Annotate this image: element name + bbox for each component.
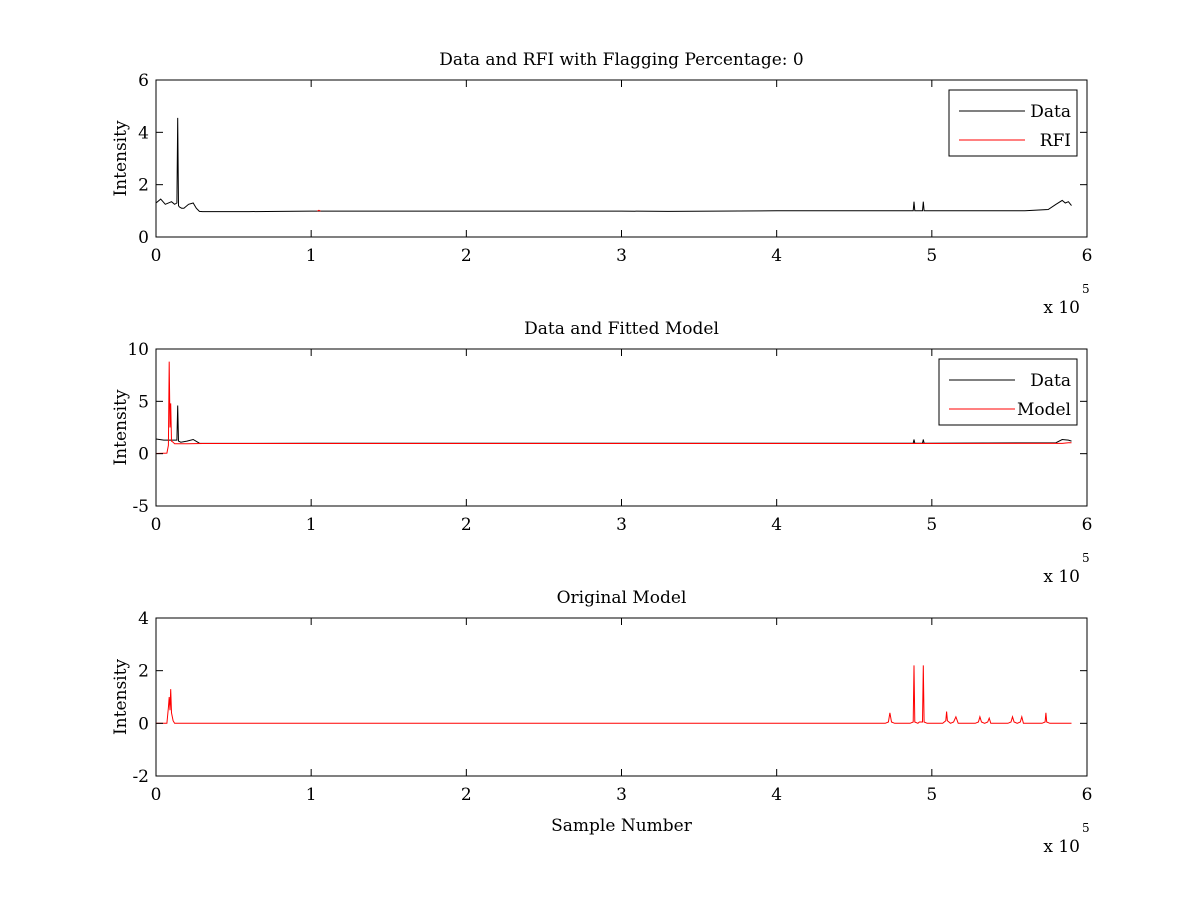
legend-label-2: RFI (1040, 131, 1071, 151)
x-tick-label: 1 (306, 515, 317, 535)
chart-title: Data and RFI with Flagging Percentage: 0 (439, 50, 803, 70)
plot-area (155, 79, 1088, 238)
x-multiplier-exponent: 5 (1082, 821, 1090, 835)
x-multiplier-label: x 10 (1043, 837, 1080, 857)
y-axis-label: Intensity (111, 120, 131, 196)
x-tick-label: 6 (1082, 515, 1093, 535)
legend-box (948, 89, 1078, 157)
x-multiplier-label: x 10 (1043, 298, 1080, 318)
y-tick-label: 4 (138, 123, 149, 143)
y-tick-label: 2 (138, 176, 149, 196)
x-tick-label: 6 (1082, 785, 1093, 805)
chart-title: Data and Fitted Model (524, 319, 719, 339)
series-line-2 (156, 361, 1072, 454)
y-tick-label: 10 (127, 340, 149, 360)
y-tick-label: 4 (138, 609, 149, 629)
x-tick-label: 2 (461, 246, 472, 266)
y-tick-label: -5 (132, 497, 149, 517)
series-line-1 (156, 117, 1072, 213)
x-tick-label: 1 (306, 246, 317, 266)
legend-label-1: Data (1030, 371, 1071, 391)
y-tick-label: 6 (138, 71, 149, 91)
legend: Data RFI (948, 89, 1078, 157)
y-tick-label: 0 (138, 714, 149, 734)
y-tick-label: 5 (138, 392, 149, 412)
x-multiplier-exponent: 5 (1082, 282, 1090, 296)
x-axis-label: Sample Number (551, 816, 693, 836)
x-tick-label: 5 (926, 785, 937, 805)
y-tick-label: 0 (138, 228, 149, 248)
y-tick-label: -2 (132, 767, 149, 787)
legend-label-2: Model (1017, 400, 1071, 420)
x-multiplier-exponent: 5 (1082, 551, 1090, 565)
x-tick-label: 3 (616, 515, 627, 535)
legend-box (938, 358, 1078, 426)
plot-area (155, 617, 1088, 777)
x-tick-label: 3 (616, 246, 627, 266)
x-tick-label: 6 (1082, 246, 1093, 266)
x-tick-label: 0 (151, 515, 162, 535)
plot-area (155, 348, 1088, 507)
y-tick-label: 0 (138, 445, 149, 465)
x-tick-label: 4 (771, 785, 782, 805)
chart-1: 0 1 2 3 4 5 6 0 2 4 6 Data and RFI with Flagging Pe… (111, 50, 1092, 318)
x-tick-label: 5 (926, 246, 937, 266)
x-tick-label: 2 (461, 785, 472, 805)
x-tick-label: 2 (461, 515, 472, 535)
series-line-1 (156, 665, 1072, 724)
y-axis-label: Intensity (111, 389, 131, 465)
x-tick-label: 3 (616, 785, 627, 805)
x-tick-label: 0 (151, 246, 162, 266)
x-tick-label: 4 (771, 515, 782, 535)
series-line-2 (317, 209, 321, 212)
x-tick-label: 1 (306, 785, 317, 805)
x-multiplier-label: x 10 (1043, 567, 1080, 587)
legend-label-1: Data (1030, 102, 1071, 122)
x-tick-label: 4 (771, 246, 782, 266)
y-tick-label: 2 (138, 662, 149, 682)
x-tick-label: 5 (926, 515, 937, 535)
legend: Data Model (938, 358, 1078, 426)
x-tick-label: 0 (151, 785, 162, 805)
chart-title: Original Model (557, 588, 687, 608)
y-axis-label: Intensity (111, 659, 131, 735)
